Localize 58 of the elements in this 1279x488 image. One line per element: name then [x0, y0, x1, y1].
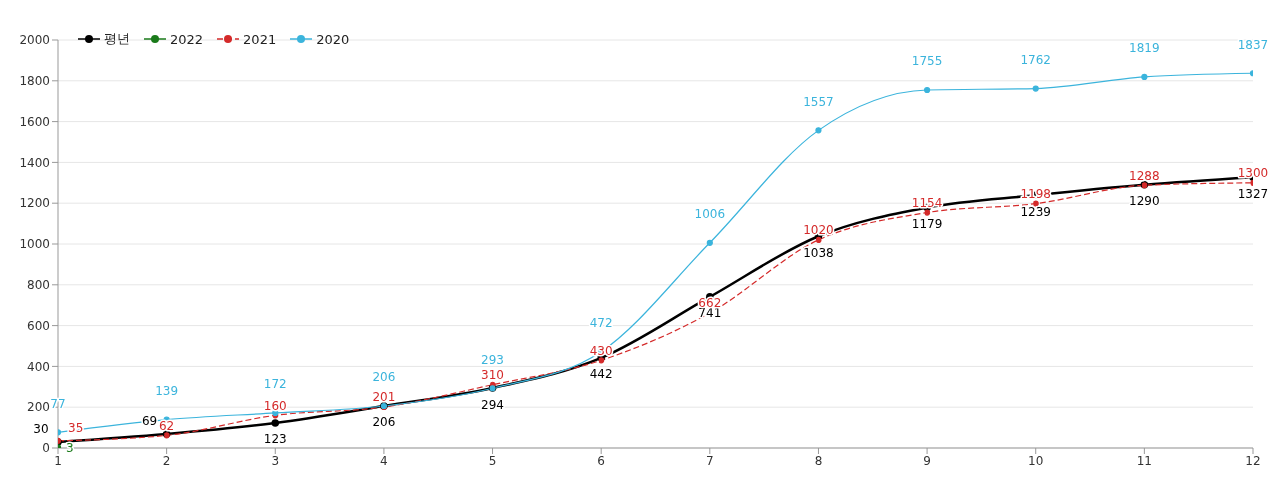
y-tick-label: 1200 [19, 196, 50, 211]
data-label: 472 [589, 316, 613, 331]
data-label: 1819 [1129, 41, 1160, 56]
legend-label: 2020 [316, 31, 350, 47]
y-tick-label: 2000 [19, 33, 50, 48]
legend-label: 2021 [243, 31, 277, 47]
y-tick-label: 1400 [19, 155, 50, 170]
data-label: 3 [66, 440, 74, 455]
x-tick-label: 7 [706, 453, 714, 468]
data-label: 139 [155, 384, 179, 399]
data-label: 30 [33, 422, 49, 437]
data-label: 293 [481, 352, 504, 367]
x-tick-label: 6 [597, 453, 605, 468]
legend-label: 2022 [170, 31, 204, 47]
data-label: 1239 [1020, 204, 1051, 219]
data-label: 1179 [911, 216, 943, 231]
data-label: 1038 [803, 245, 834, 260]
data-label: 1837 [1237, 37, 1269, 52]
y-tick-label: 1000 [19, 237, 50, 252]
x-tick-label: 11 [1136, 453, 1152, 468]
y-tick-label: 800 [27, 278, 50, 293]
y-tick-label: 1800 [19, 74, 50, 89]
data-label: 310 [481, 368, 504, 383]
x-tick-label: 1 [54, 453, 62, 468]
data-label: 62 [159, 418, 175, 433]
y-tick-label: 0 [42, 441, 50, 456]
data-label: 442 [589, 367, 613, 382]
x-tick-label: 12 [1245, 453, 1261, 468]
data-label: 172 [263, 377, 287, 392]
y-tick-label: 200 [27, 400, 50, 415]
data-label: 1020 [803, 223, 834, 238]
data-label: 123 [263, 432, 287, 447]
x-tick-label: 10 [1028, 453, 1044, 468]
data-label: 160 [263, 398, 287, 413]
data-label: 201 [372, 390, 396, 405]
x-tick-label: 3 [271, 453, 280, 468]
data-label: 1327 [1237, 186, 1269, 201]
y-tick-label: 400 [27, 359, 50, 374]
data-label: 1300 [1237, 166, 1269, 181]
x-tick-label: 5 [488, 453, 497, 468]
data-label: 1198 [1020, 187, 1051, 202]
data-label: 1755 [911, 54, 943, 69]
data-label: 1006 [694, 207, 726, 222]
data-label: 294 [481, 397, 504, 412]
data-label: 1288 [1129, 168, 1160, 183]
y-tick-label: 1600 [19, 114, 50, 129]
data-label: 1290 [1129, 194, 1160, 209]
data-label: 1762 [1020, 53, 1051, 68]
data-label: 77 [50, 396, 66, 411]
x-tick-label: 9 [923, 453, 931, 468]
x-tick-label: 8 [814, 453, 823, 468]
data-label: 206 [372, 370, 396, 385]
x-tick-label: 4 [380, 453, 388, 468]
data-label: 206 [372, 415, 396, 430]
x-tick-label: 2 [162, 453, 171, 468]
y-tick-label: 600 [27, 318, 50, 333]
legend-label: 평년 [104, 30, 130, 48]
data-label: 1557 [803, 94, 834, 109]
